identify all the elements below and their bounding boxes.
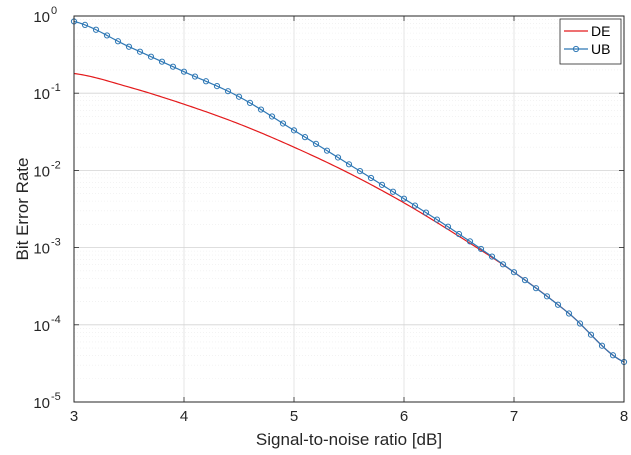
series-ub-marker: [180, 68, 188, 75]
legend-box: [559, 18, 622, 65]
series-ub-marker: [334, 154, 342, 161]
y-tick-exponent: -1: [51, 82, 61, 94]
y-tick-exponent: -5: [51, 391, 61, 403]
y-tick-label: 10: [33, 318, 50, 335]
y-tick-label: 10: [33, 9, 50, 26]
series-ub-marker: [257, 106, 265, 113]
series-ub-marker: [114, 38, 122, 45]
series-ub-marker: [488, 253, 496, 260]
series-ub-marker: [158, 58, 166, 65]
series-ub-marker: [224, 88, 232, 95]
x-tick-label: 6: [400, 408, 408, 425]
series-ub-marker: [147, 53, 155, 60]
series-ub-marker: [543, 293, 551, 300]
x-tick-label: 8: [620, 408, 628, 425]
y-tick-exponent: 0: [51, 5, 57, 17]
series-layer: [70, 18, 628, 366]
series-ub-marker: [609, 352, 617, 359]
series-ub-marker: [81, 21, 89, 28]
series-ub-marker: [246, 99, 254, 107]
series-ub-marker: [532, 285, 540, 292]
series-ub-marker: [378, 181, 386, 188]
series-ub-marker: [554, 301, 562, 308]
series-ub-marker: [587, 331, 595, 338]
series-ub-marker: [499, 261, 507, 268]
series-ub-marker: [510, 269, 518, 276]
x-tick-label: 7: [510, 408, 518, 425]
series-ub-marker: [301, 134, 309, 141]
series-ub-marker: [103, 32, 111, 39]
y-tick-label: 10: [33, 395, 50, 412]
series-ub-marker: [290, 127, 298, 134]
series-ub-marker: [565, 310, 573, 317]
legend-ub-marker: [572, 45, 580, 53]
y-tick-label: 10: [33, 163, 50, 180]
y-tick-label: 10: [33, 86, 50, 103]
series-ub-marker: [92, 26, 100, 33]
series-ub-marker: [444, 223, 452, 230]
series-ub-marker: [422, 209, 430, 216]
series-ub-line: [73, 20, 625, 363]
y-tick-label: 10: [33, 241, 50, 258]
x-tick-label: 3: [70, 408, 78, 425]
series-ub-marker: [433, 216, 441, 223]
x-tick-label: 4: [180, 408, 188, 425]
legend-de-label: DE: [591, 23, 610, 39]
y-tick-exponent: -2: [51, 159, 61, 171]
y-tick-exponent: -4: [51, 314, 61, 326]
series-ub-marker: [191, 73, 199, 80]
series-ub-marker: [169, 63, 177, 70]
series-ub-marker: [598, 342, 606, 349]
series-ub-marker: [389, 188, 397, 195]
series-ub-marker: [136, 48, 144, 55]
x-tick-label: 5: [290, 408, 298, 425]
series-ub-marker: [268, 113, 276, 120]
series-ub-marker: [125, 43, 133, 50]
series-ub-marker: [312, 140, 320, 147]
legend-ub-label: UB: [591, 41, 610, 57]
y-axis-label: Bit Error Rate: [13, 158, 32, 261]
series-ub-marker: [367, 174, 375, 182]
series-ub-marker: [455, 230, 463, 238]
plot-frame: [73, 15, 625, 403]
series-ub-marker: [411, 202, 419, 209]
series-ub-marker: [400, 195, 408, 202]
series-ub-marker: [235, 93, 243, 100]
series-ub-marker: [213, 82, 221, 90]
series-ub-marker: [576, 320, 584, 327]
series-ub-marker: [323, 147, 331, 154]
series-ub-marker: [521, 277, 529, 284]
series-ub-marker: [279, 120, 287, 127]
plot-background: [74, 16, 624, 402]
y-tick-exponent: -3: [51, 237, 61, 249]
series-ub-marker: [202, 78, 210, 85]
series-ub-marker: [466, 238, 474, 245]
series-ub-marker: [356, 168, 364, 175]
x-axis-label: Signal-to-noise ratio [dB]: [256, 430, 442, 449]
series-ub-marker: [345, 161, 353, 168]
legend: DE UB: [559, 18, 622, 65]
series-ub-marker: [477, 245, 485, 253]
